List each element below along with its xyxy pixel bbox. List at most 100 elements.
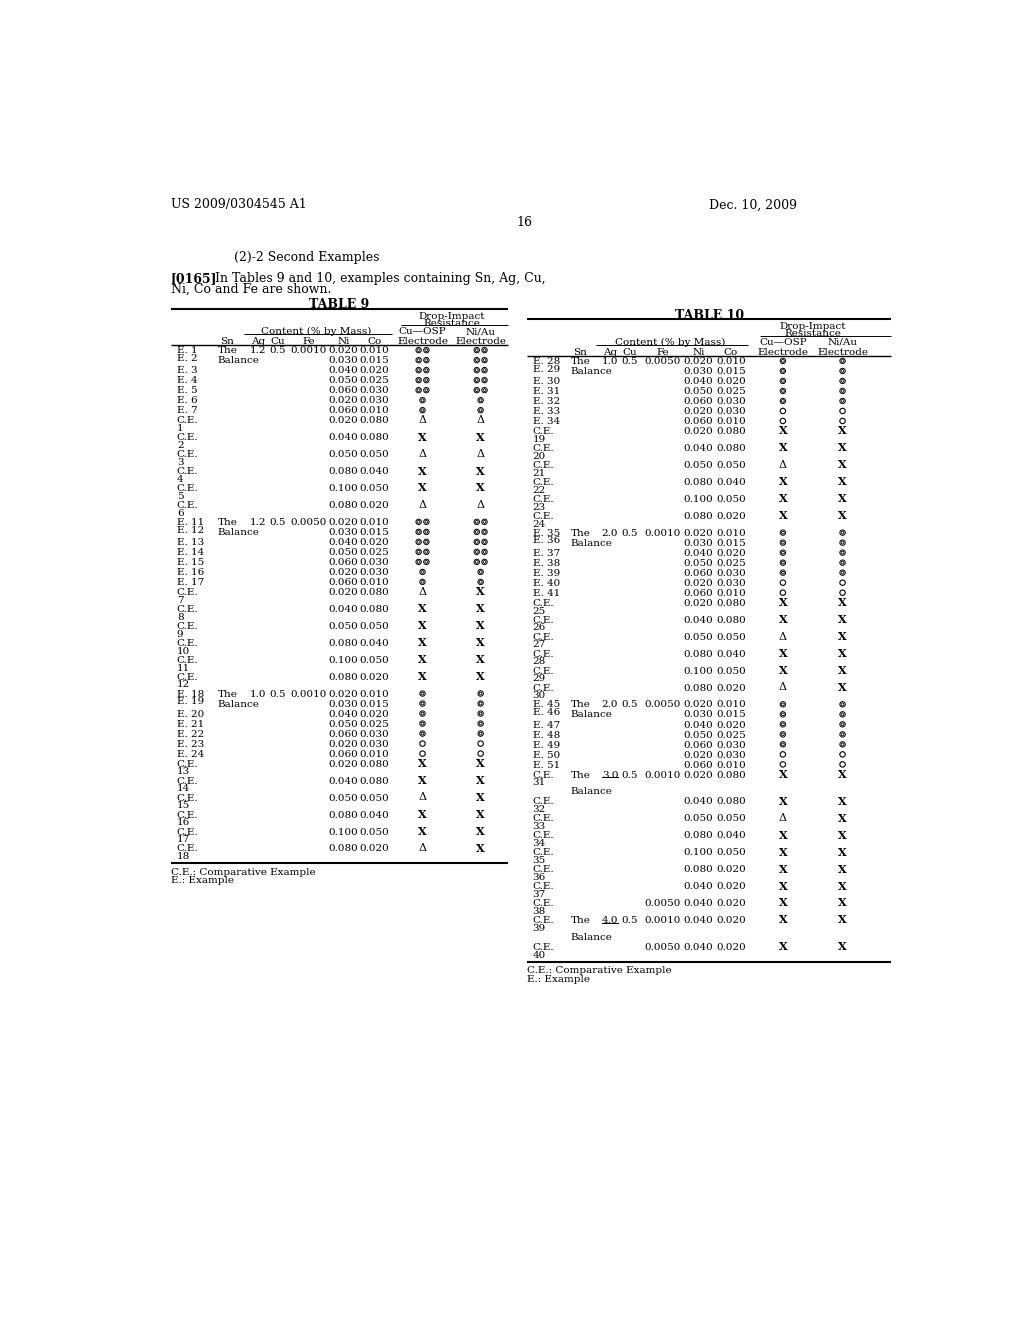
- Text: 0.020: 0.020: [329, 568, 358, 577]
- Text: X: X: [418, 671, 427, 682]
- Text: Δ: Δ: [419, 500, 427, 510]
- Text: Δ: Δ: [419, 449, 427, 459]
- Text: 0.010: 0.010: [359, 407, 389, 416]
- Text: 0.080: 0.080: [359, 589, 389, 597]
- Text: 19: 19: [532, 434, 546, 444]
- Text: 39: 39: [532, 924, 546, 933]
- Text: Balance: Balance: [218, 528, 260, 537]
- Text: 0.050: 0.050: [329, 719, 358, 729]
- Text: Ni/Au: Ni/Au: [827, 338, 857, 347]
- Text: X: X: [839, 863, 847, 875]
- Text: 0.020: 0.020: [359, 367, 389, 375]
- Text: 0.020: 0.020: [716, 721, 745, 730]
- Text: 0.030: 0.030: [329, 356, 358, 366]
- Text: 4.0: 4.0: [602, 916, 618, 925]
- Text: 0.050: 0.050: [716, 814, 745, 824]
- Text: 37: 37: [532, 890, 546, 899]
- Text: X: X: [839, 796, 847, 807]
- Text: C.E.: C.E.: [532, 667, 554, 676]
- Text: E. 19: E. 19: [177, 697, 204, 706]
- Text: 0.030: 0.030: [684, 539, 714, 548]
- Text: X: X: [418, 826, 427, 837]
- Text: 0.020: 0.020: [684, 407, 714, 416]
- Text: 0.060: 0.060: [329, 730, 358, 739]
- Text: 0.020: 0.020: [716, 866, 745, 874]
- Text: 0.0010: 0.0010: [291, 346, 327, 355]
- Text: Ag: Ag: [603, 348, 617, 356]
- Text: 0.020: 0.020: [684, 751, 714, 759]
- Text: Electrode: Electrode: [758, 348, 808, 356]
- Text: C.E.: Comparative Example: C.E.: Comparative Example: [527, 966, 672, 975]
- Text: Cu—OSP: Cu—OSP: [398, 327, 446, 337]
- Text: E. 28: E. 28: [532, 358, 560, 366]
- Text: Δ: Δ: [476, 500, 484, 510]
- Text: 0.030: 0.030: [359, 558, 389, 568]
- Text: The: The: [570, 358, 591, 366]
- Text: 11: 11: [177, 664, 190, 672]
- Text: E. 46: E. 46: [532, 708, 560, 717]
- Text: X: X: [778, 941, 787, 953]
- Text: 0.080: 0.080: [359, 416, 389, 425]
- Text: E. 12: E. 12: [177, 525, 204, 535]
- Text: 0.040: 0.040: [684, 444, 714, 453]
- Text: 0.025: 0.025: [359, 719, 389, 729]
- Text: 0.040: 0.040: [716, 649, 745, 659]
- Text: 0.060: 0.060: [684, 417, 714, 426]
- Text: E. 13: E. 13: [177, 539, 204, 546]
- Text: 31: 31: [532, 779, 546, 787]
- Text: 0.010: 0.010: [359, 578, 389, 587]
- Text: 0.040: 0.040: [329, 539, 358, 546]
- Text: C.E.: C.E.: [177, 433, 199, 442]
- Text: 0.010: 0.010: [716, 417, 745, 426]
- Text: X: X: [476, 466, 485, 477]
- Text: C.E.: C.E.: [177, 673, 199, 681]
- Text: Dec. 10, 2009: Dec. 10, 2009: [710, 198, 798, 211]
- Text: 32: 32: [532, 805, 546, 814]
- Text: E. 2: E. 2: [177, 354, 198, 363]
- Text: 0.040: 0.040: [684, 899, 714, 908]
- Text: E. 18: E. 18: [177, 689, 204, 698]
- Text: 0.020: 0.020: [329, 760, 358, 768]
- Text: 0.025: 0.025: [359, 376, 389, 385]
- Text: 0.040: 0.040: [684, 942, 714, 952]
- Text: 0.015: 0.015: [359, 528, 389, 537]
- Text: 30: 30: [532, 692, 546, 700]
- Text: 0.050: 0.050: [684, 558, 714, 568]
- Text: X: X: [418, 655, 427, 665]
- Text: C.E.: C.E.: [177, 484, 199, 494]
- Text: 5: 5: [177, 492, 183, 500]
- Text: 0.030: 0.030: [716, 397, 745, 407]
- Text: 0.015: 0.015: [716, 710, 745, 719]
- Text: E. 36: E. 36: [532, 536, 560, 545]
- Text: 0.050: 0.050: [684, 730, 714, 739]
- Text: E. 38: E. 38: [532, 558, 560, 568]
- Text: 0.030: 0.030: [684, 367, 714, 376]
- Text: 0.050: 0.050: [716, 495, 745, 504]
- Text: 1: 1: [177, 424, 183, 433]
- Text: X: X: [476, 620, 485, 631]
- Text: 22: 22: [532, 486, 546, 495]
- Text: C.E.: Comparative Example: C.E.: Comparative Example: [171, 867, 315, 876]
- Text: 0.020: 0.020: [716, 684, 745, 693]
- Text: 0.0010: 0.0010: [644, 529, 681, 537]
- Text: Resistance: Resistance: [423, 318, 480, 327]
- Text: 0.030: 0.030: [716, 751, 745, 759]
- Text: 0.5: 0.5: [622, 358, 638, 366]
- Text: (2)-2 Second Examples: (2)-2 Second Examples: [233, 251, 379, 264]
- Text: X: X: [418, 483, 427, 494]
- Text: 0.0050: 0.0050: [644, 701, 681, 709]
- Text: 0.060: 0.060: [684, 569, 714, 578]
- Text: 0.050: 0.050: [716, 461, 745, 470]
- Text: Ni, Co and Fe are shown.: Ni, Co and Fe are shown.: [171, 282, 331, 296]
- Text: Fe: Fe: [302, 337, 315, 346]
- Text: E. 16: E. 16: [177, 568, 204, 577]
- Text: 0.020: 0.020: [684, 358, 714, 366]
- Text: C.E.: C.E.: [177, 656, 199, 665]
- Text: 0.040: 0.040: [684, 797, 714, 807]
- Text: E. 41: E. 41: [532, 589, 560, 598]
- Text: 0.080: 0.080: [684, 512, 714, 521]
- Text: 0.020: 0.020: [359, 845, 389, 854]
- Text: 0.020: 0.020: [716, 942, 745, 952]
- Text: 0.030: 0.030: [329, 528, 358, 537]
- Text: Δ: Δ: [779, 631, 786, 642]
